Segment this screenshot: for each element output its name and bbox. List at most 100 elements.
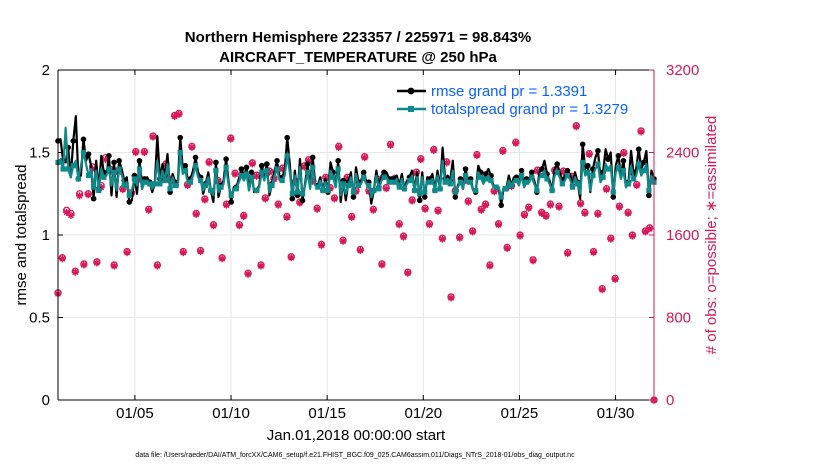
obs-assimilated-marker	[382, 184, 390, 193]
obs-assimilated-marker	[330, 195, 339, 203]
totalspread-marker	[406, 177, 413, 184]
obs-assimilated-marker	[356, 246, 364, 255]
totalspread-marker	[625, 181, 632, 187]
asterisk-stroke	[555, 204, 563, 211]
obs-assimilated-marker	[572, 123, 580, 131]
asterisk-stroke	[188, 144, 195, 151]
obs-assimilated-marker	[512, 139, 520, 147]
obs-assimilated-marker	[335, 143, 343, 151]
totalspread-marker	[70, 163, 76, 169]
asterisk-stroke	[154, 262, 161, 269]
obs-assimilated-marker	[58, 255, 66, 263]
obs-assimilated-marker	[408, 197, 416, 205]
obs-assimilated-marker	[192, 210, 200, 218]
asterisk-stroke	[642, 228, 649, 235]
obs-assimilated-marker	[209, 222, 218, 230]
asterisk-stroke	[249, 160, 256, 167]
obs-assimilated-marker	[477, 206, 485, 214]
asterisk-stroke	[67, 212, 74, 219]
asterisk-stroke	[612, 276, 619, 283]
obs-assimilated-marker	[555, 203, 563, 211]
asterisk-stroke	[93, 259, 100, 266]
asterisk-stroke	[435, 208, 442, 215]
totalspread-marker	[585, 169, 591, 175]
totalspread-marker	[213, 168, 219, 174]
asterisk-stroke	[400, 234, 407, 241]
asterisk-stroke	[275, 202, 282, 209]
rmse-marker	[116, 157, 122, 164]
totalspread-line	[57, 126, 656, 199]
obs-assimilated-marker	[110, 262, 118, 270]
obs-assimilated-marker	[274, 201, 282, 209]
y-axis-left-label: rmse and totalspread	[13, 165, 30, 306]
y-left-tick-label: 1	[42, 227, 50, 244]
totalspread-marker	[417, 191, 423, 197]
obs-assimilated-marker	[434, 207, 442, 215]
obs-assimilated-marker	[417, 156, 425, 164]
obs-assimilated-marker	[529, 257, 537, 265]
asterisk-stroke	[396, 221, 403, 228]
totalspread-marker	[126, 192, 132, 198]
totalspread-marker	[442, 179, 448, 185]
totalspread-marker	[96, 187, 102, 194]
totalspread-marker	[590, 173, 596, 179]
obs-assimilated-marker	[564, 249, 572, 258]
asterisk-stroke	[102, 156, 109, 163]
totalspread-marker	[508, 182, 514, 189]
obs-assimilated-marker	[240, 212, 248, 221]
totalspread-marker	[355, 182, 362, 189]
rmse-marker	[111, 159, 117, 166]
y-right-tick-label: 800	[666, 310, 691, 327]
obs-assimilated-marker	[481, 201, 490, 209]
rmse-marker	[213, 159, 219, 166]
obs-assimilated-marker	[430, 146, 438, 155]
asterisk-stroke	[633, 182, 640, 189]
totalspread-marker	[462, 173, 469, 179]
totalspread-marker	[411, 187, 418, 194]
obs-assimilated-marker	[615, 203, 624, 211]
asterisk-stroke	[370, 207, 377, 214]
y-left-tick-label: 0	[42, 392, 50, 409]
legend-rmse-marker	[407, 87, 415, 95]
totalspread-marker	[85, 173, 92, 179]
rmse-marker	[518, 167, 525, 174]
totalspread-marker	[320, 187, 326, 194]
asterisk-stroke	[469, 228, 476, 235]
totalspread-marker	[646, 187, 652, 194]
obs-assimilated-marker	[456, 234, 464, 242]
obs-assimilated-marker	[145, 206, 153, 214]
obs-assimilated-marker	[425, 221, 434, 229]
obs-assimilated-marker	[464, 198, 472, 206]
y-left-tick-label: 2	[42, 62, 50, 79]
obs-assimilated-marker	[585, 150, 593, 159]
totalspread-marker	[91, 184, 97, 190]
totalspread-marker	[101, 174, 107, 180]
asterisk-stroke	[521, 212, 528, 219]
asterisk-stroke	[607, 236, 614, 243]
asterisk-stroke	[473, 152, 480, 159]
asterisk-stroke	[564, 250, 571, 257]
asterisk-stroke	[447, 294, 455, 301]
obs-assimilated-marker	[641, 228, 649, 236]
asterisk-stroke	[232, 171, 239, 178]
totalspread-marker	[80, 149, 87, 156]
rmse-marker	[584, 162, 591, 169]
obs-assimilated-marker	[196, 247, 205, 256]
series-layer	[54, 109, 658, 404]
rmse-marker	[615, 153, 622, 159]
rmse-marker	[309, 154, 316, 161]
asterisk-stroke	[616, 204, 623, 211]
totalspread-marker	[610, 189, 616, 195]
asterisk-stroke	[504, 245, 511, 252]
asterisk-stroke	[378, 261, 385, 268]
totalspread-marker	[310, 164, 316, 170]
obs-assimilated-marker	[317, 241, 326, 249]
asterisk-stroke	[430, 147, 437, 154]
rmse-marker	[350, 194, 357, 200]
totalspread-marker	[152, 181, 158, 187]
obs-assimilated-marker	[75, 192, 84, 200]
obs-assimilated-marker	[494, 221, 503, 229]
totalspread-marker	[325, 187, 331, 194]
totalspread-marker	[254, 187, 260, 194]
asterisk-stroke	[175, 111, 182, 118]
